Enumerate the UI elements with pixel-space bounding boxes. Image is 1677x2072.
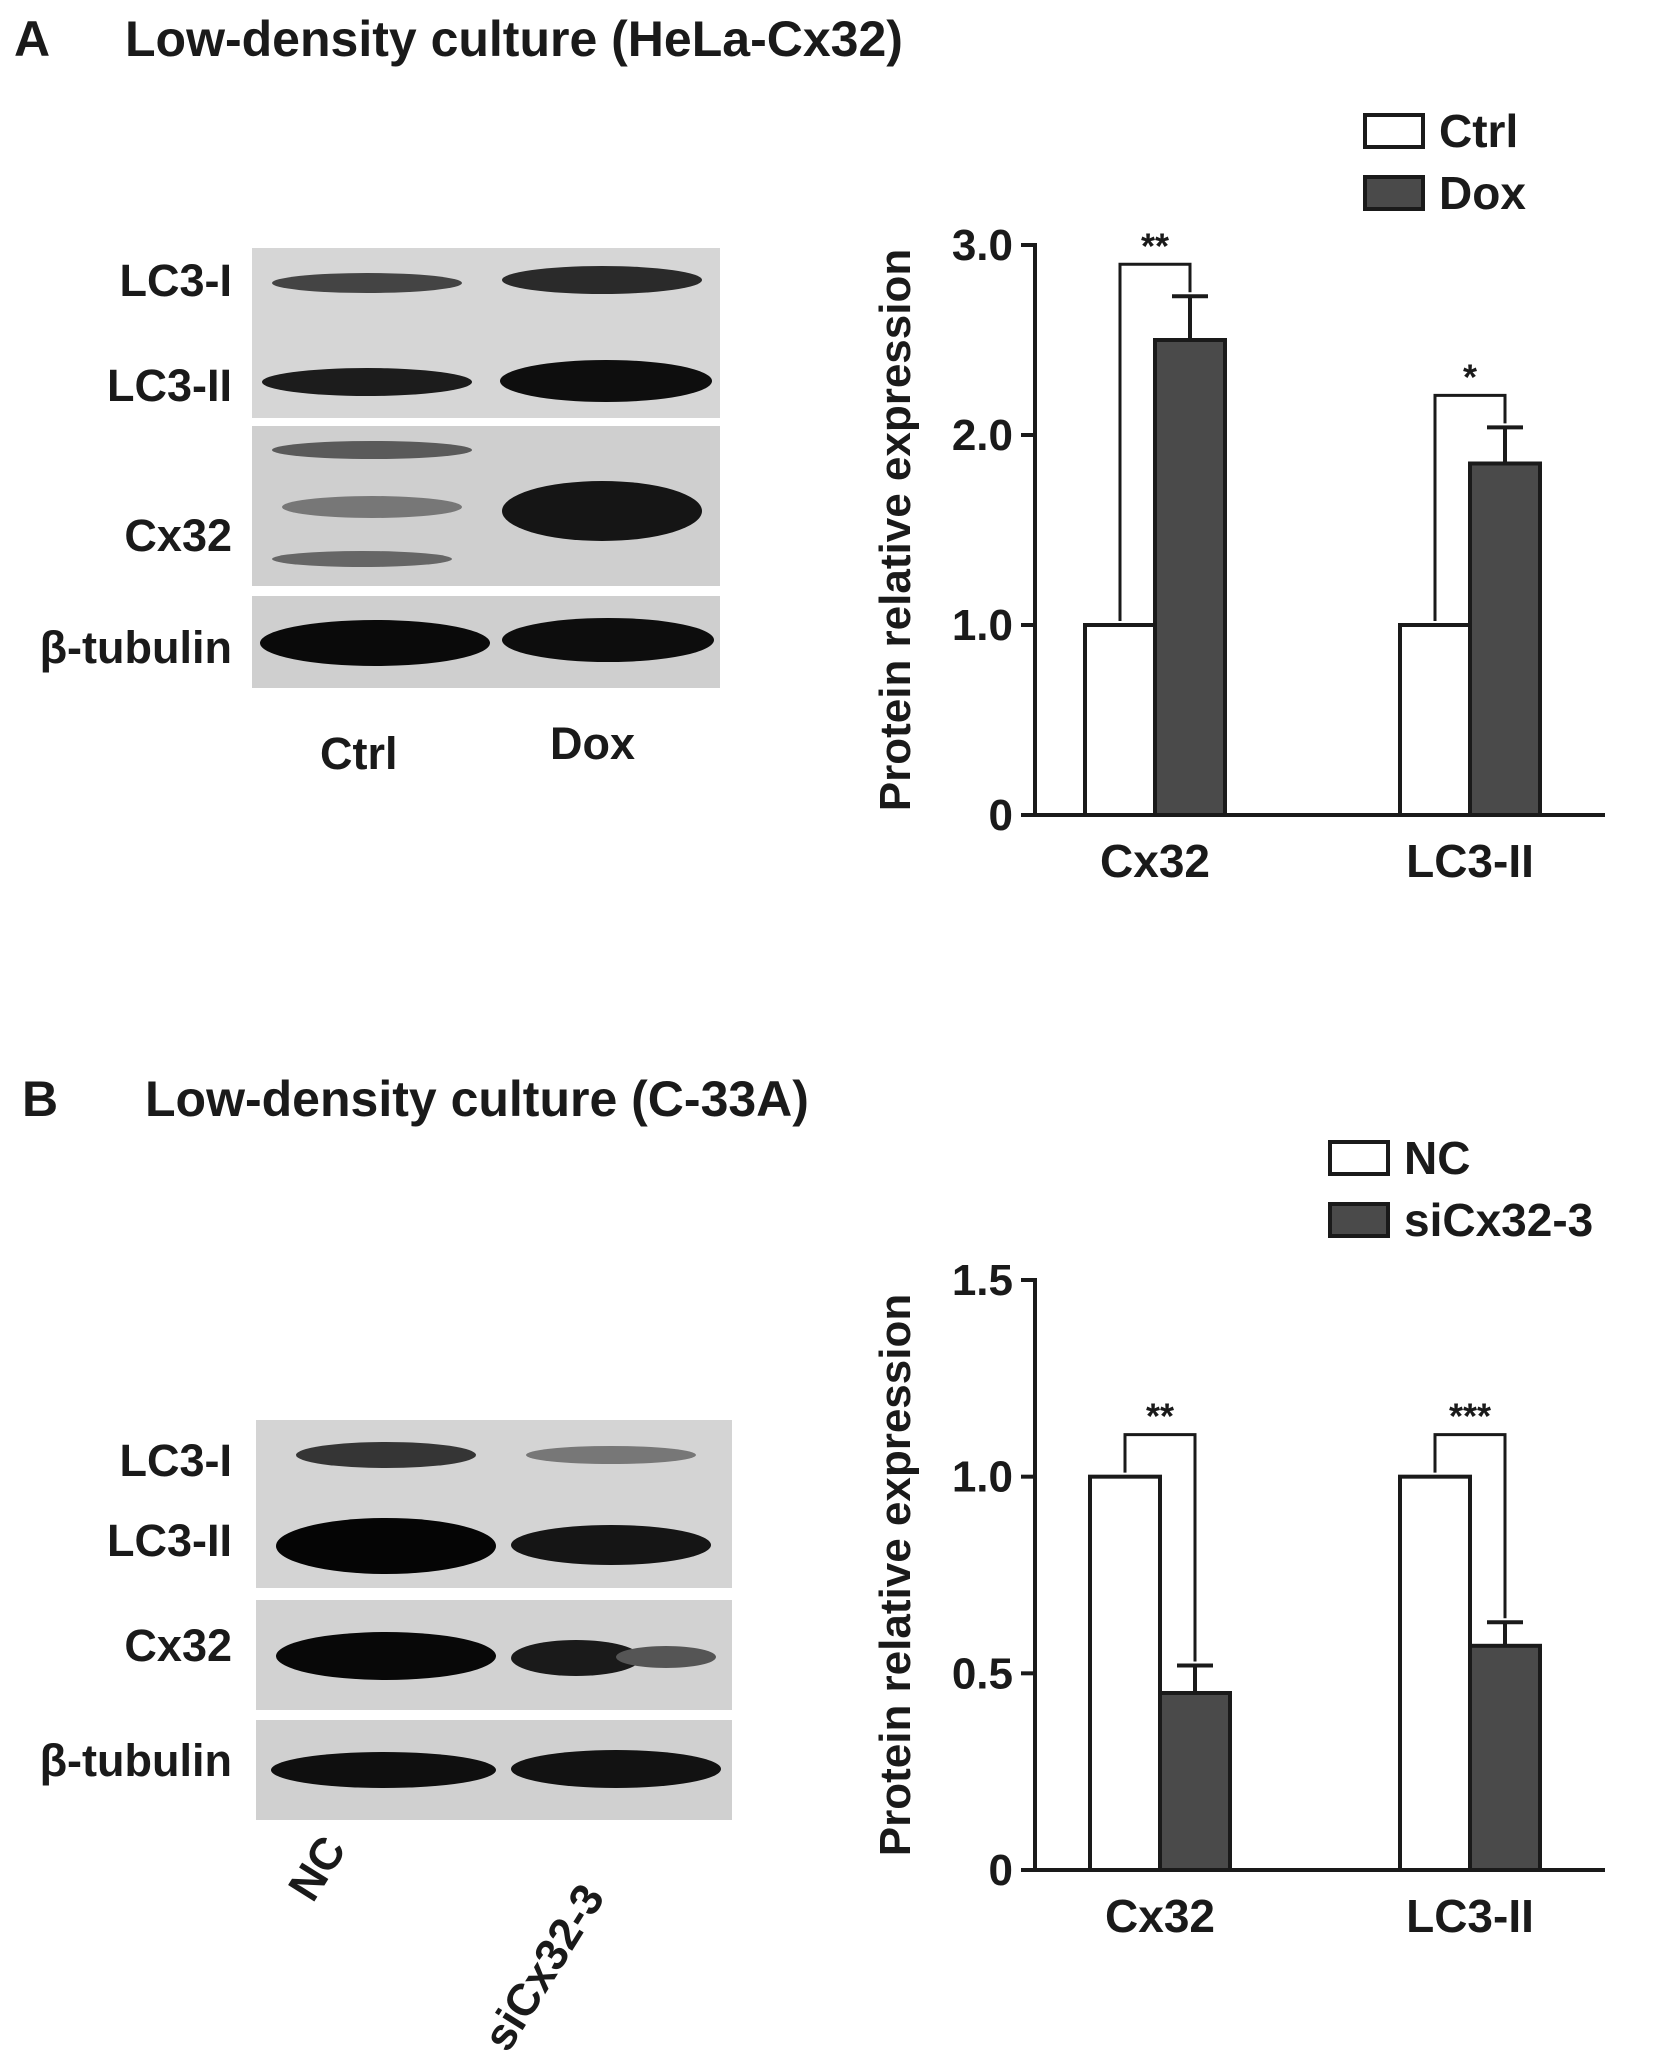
- blot-a-lane-ctrl: Ctrl: [320, 728, 398, 779]
- panel-a-bar-chart: Protein relative expression 0 1.0 2.0 3.0 ** C…: [871, 105, 1605, 887]
- legend-swatch-sicx32-3: [1328, 1202, 1390, 1238]
- blot-a-label-lc3-i: LC3-I: [119, 255, 233, 306]
- blot-b-lane-sicx32-3: siCx32-3: [472, 1875, 615, 2060]
- y-tick-label: 1.0: [952, 601, 1013, 650]
- blot-a-tubulin-strip: [252, 596, 720, 688]
- legend-label: NC: [1404, 1132, 1470, 1184]
- legend-swatch-dox: [1363, 175, 1425, 211]
- blot-a-cx32-strip: [252, 426, 720, 586]
- significance-label: **: [1146, 1396, 1174, 1437]
- bar-lc3-ii-nc: [1398, 1474, 1472, 1872]
- bar-lc3-ii-ctrl: [1398, 623, 1472, 817]
- band: [526, 1446, 696, 1464]
- band: [276, 1632, 496, 1680]
- band: [502, 266, 702, 294]
- band: [282, 496, 462, 518]
- legend-label: siCx32-3: [1404, 1194, 1593, 1246]
- panel-a-title: Low-density culture (HeLa-Cx32): [125, 11, 903, 67]
- legend-label: Ctrl: [1439, 105, 1518, 157]
- panel-a-letter: A: [14, 11, 51, 67]
- y-axis-label: Protein relative expression: [871, 249, 920, 811]
- band: [296, 1442, 476, 1468]
- band: [272, 441, 472, 459]
- band: [272, 551, 452, 567]
- blot-b-label-cx32: Cx32: [124, 1620, 232, 1671]
- band: [616, 1646, 716, 1668]
- legend-swatch-nc: [1328, 1140, 1390, 1176]
- significance-label: *: [1463, 356, 1477, 397]
- bar-cx32-sicx32-3: [1158, 1691, 1232, 1872]
- significance-bracket: [1123, 1433, 1197, 1662]
- blot-a-lane-dox: Dox: [550, 718, 636, 769]
- y-tick-label: 0: [989, 791, 1013, 840]
- band: [272, 273, 462, 293]
- bar-cx32-nc: [1088, 1474, 1162, 1872]
- band: [262, 368, 472, 396]
- blot-b-tubulin-strip: [256, 1720, 732, 1820]
- y-tick-label: 0.5: [952, 1649, 1013, 1698]
- bar-cx32-dox: [1153, 338, 1227, 817]
- blot-b-lane-nc: NC: [277, 1827, 356, 1910]
- band: [502, 481, 702, 541]
- band: [271, 1752, 496, 1788]
- significance-bracket: [1118, 262, 1192, 621]
- blot-a-label-lc3-ii: LC3-II: [106, 360, 232, 411]
- y-tick-label: 3.0: [952, 221, 1013, 270]
- y-tick-label: 1.5: [952, 1256, 1013, 1305]
- blot-b-label-lc3-ii: LC3-II: [106, 1515, 232, 1566]
- significance-label: ***: [1449, 1396, 1491, 1437]
- blot-b-cx32-strip: [256, 1600, 732, 1710]
- blot-b-lc3-strip: [256, 1420, 732, 1588]
- band: [511, 1525, 711, 1565]
- x-tick-label: LC3-II: [1406, 1890, 1534, 1942]
- bar-cx32-ctrl: [1083, 623, 1157, 817]
- band: [276, 1518, 496, 1574]
- band: [511, 1750, 721, 1788]
- significance-bracket: [1433, 393, 1507, 621]
- blot-b-label-lc3-i: LC3-I: [119, 1435, 233, 1486]
- bar-lc3-ii-sicx32-3: [1468, 1643, 1542, 1872]
- significance-bracket: [1433, 1433, 1507, 1619]
- legend-swatch-ctrl: [1363, 113, 1425, 149]
- x-tick-label: LC3-II: [1406, 835, 1534, 887]
- y-tick-label: 1.0: [952, 1453, 1013, 1502]
- y-tick-label: 2.0: [952, 411, 1013, 460]
- x-tick-label: Cx32: [1105, 1890, 1215, 1942]
- y-tick-label: 0: [989, 1846, 1013, 1895]
- band: [500, 360, 712, 402]
- y-axis-label: Protein relative expression: [871, 1294, 920, 1856]
- band: [502, 618, 714, 662]
- blot-a-lc3-strip: [252, 248, 720, 418]
- significance-label: **: [1141, 225, 1169, 266]
- panel-b-title: Low-density culture (C-33A): [145, 1071, 809, 1127]
- blot-a-label-cx32: Cx32: [124, 510, 232, 561]
- blot-b-label-beta-tubulin: β-tubulin: [39, 1735, 232, 1786]
- panel-b-letter: B: [22, 1071, 59, 1127]
- panel-b-bar-chart: Protein relative expression 0 0.5 1.0 1.5 ** C…: [871, 1132, 1605, 1942]
- band: [260, 620, 490, 666]
- legend-label: Dox: [1439, 167, 1526, 219]
- x-tick-label: Cx32: [1100, 835, 1210, 887]
- bar-lc3-ii-dox: [1468, 461, 1542, 817]
- blot-a-label-beta-tubulin: β-tubulin: [39, 622, 232, 673]
